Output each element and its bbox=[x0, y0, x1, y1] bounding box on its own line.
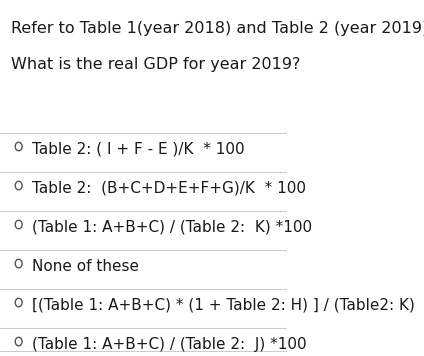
Text: Table 2:  (B+C+D+E+F+G)/K  * 100: Table 2: (B+C+D+E+F+G)/K * 100 bbox=[32, 181, 306, 196]
Text: None of these: None of these bbox=[32, 259, 139, 274]
Text: Table 2: ( I + F - E )/K  * 100: Table 2: ( I + F - E )/K * 100 bbox=[32, 142, 244, 157]
Text: (Table 1: A+B+C) / (Table 2:  K) *100: (Table 1: A+B+C) / (Table 2: K) *100 bbox=[32, 220, 312, 235]
Text: [(Table 1: A+B+C) * (1 + Table 2: H) ] / (Table2: K)  *100: [(Table 1: A+B+C) * (1 + Table 2: H) ] /… bbox=[32, 298, 424, 313]
Text: (Table 1: A+B+C) / (Table 2:  J) *100: (Table 1: A+B+C) / (Table 2: J) *100 bbox=[32, 337, 306, 352]
Text: What is the real GDP for year 2019?: What is the real GDP for year 2019? bbox=[11, 57, 301, 72]
Text: Refer to Table 1(year 2018) and Table 2 (year 2019).: Refer to Table 1(year 2018) and Table 2 … bbox=[11, 21, 424, 36]
